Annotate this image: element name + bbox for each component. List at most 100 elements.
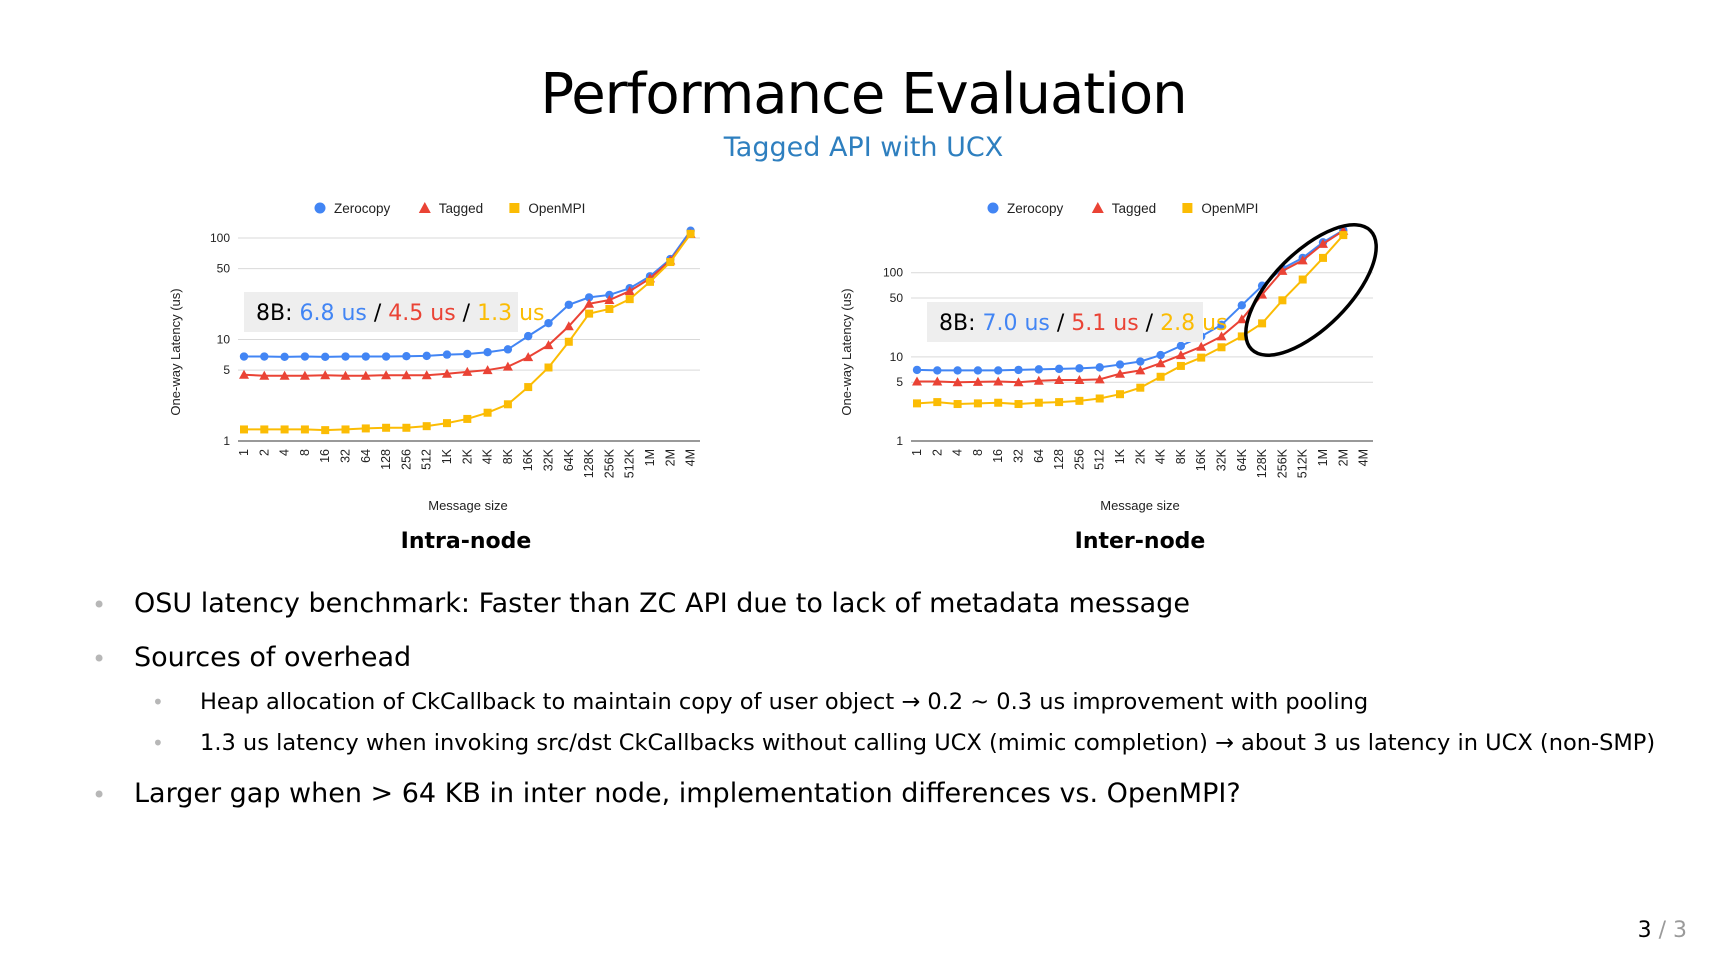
data-point: [360, 370, 371, 380]
data-point: [1156, 350, 1165, 360]
bullet-item-2: Sources of overhead: [134, 642, 412, 673]
x-tick-label: 8: [298, 449, 312, 456]
x-tick-label: 32K: [542, 448, 556, 471]
data-point: [1034, 365, 1043, 374]
data-point: [1175, 350, 1186, 360]
data-point: [524, 331, 533, 341]
x-tick-label: 16: [318, 449, 332, 463]
page-number: 3 / 3: [1638, 918, 1687, 943]
y-tick-label: 100: [210, 231, 230, 245]
data-point: [564, 300, 573, 309]
data-point: [1217, 320, 1226, 330]
legend-label: Zerocopy: [1007, 201, 1064, 216]
annotation-prefix: 8B:: [256, 301, 300, 326]
x-tick-label: 512K: [623, 448, 637, 478]
data-point: [1339, 231, 1348, 240]
data-point: [402, 351, 411, 361]
slide-title: Performance Evaluation: [540, 62, 1187, 127]
data-point: [341, 425, 350, 434]
data-point: [483, 347, 492, 357]
x-tick-label: 1K: [1113, 448, 1127, 464]
data-point: [300, 352, 310, 361]
annotation-box: [927, 302, 1203, 342]
data-point: [994, 398, 1003, 407]
data-point: [463, 349, 472, 359]
bullet-item-3: Larger gap when > 64 KB in inter node, i…: [134, 778, 1241, 809]
data-point: [1054, 364, 1064, 374]
x-tick-label: 256K: [1275, 448, 1289, 478]
data-point: [564, 337, 573, 346]
bullet-item-1: OSU latency benchmark: Faster than ZC AP…: [134, 588, 1190, 619]
data-point: [279, 370, 290, 380]
page-total: 3: [1673, 918, 1687, 943]
data-point: [1136, 357, 1145, 366]
data-point: [422, 351, 431, 361]
x-tick-label: 32K: [1215, 448, 1229, 471]
data-point: [1196, 341, 1207, 351]
data-point: [1116, 390, 1124, 399]
annotation-value: 7.0 us: [983, 311, 1050, 336]
data-point: [686, 229, 695, 238]
data-point: [524, 383, 533, 392]
data-point: [1034, 398, 1043, 407]
data-point: [443, 419, 451, 428]
data-point: [239, 369, 249, 379]
series-line-tagged: [917, 229, 1344, 384]
data-point: [994, 366, 1003, 375]
x-tick-label: 2M: [1336, 449, 1350, 466]
legend-marker: [987, 202, 999, 214]
x-tick-label: 1M: [1316, 449, 1330, 466]
x-tick-label: 16K: [1194, 448, 1208, 471]
data-point: [1176, 361, 1185, 370]
data-point: [953, 366, 962, 375]
x-tick-label: 256: [399, 449, 413, 470]
data-point: [240, 425, 248, 434]
data-point: [933, 366, 942, 375]
y-tick-label: 10: [217, 333, 231, 347]
x-tick-label: 8K: [1174, 448, 1188, 464]
annotation-value: 5.1 us: [1071, 311, 1138, 336]
x-tick-label: 2K: [1133, 448, 1147, 464]
y-tick-label: 100: [883, 266, 903, 280]
legend-marker: [1091, 202, 1104, 213]
x-tick-label: 64: [359, 449, 373, 463]
data-point: [381, 370, 392, 380]
data-point: [1278, 296, 1287, 305]
legend-marker: [314, 202, 326, 214]
y-tick-label: 50: [890, 291, 904, 305]
data-point: [260, 425, 269, 434]
data-point: [1135, 365, 1146, 375]
data-point: [483, 408, 492, 417]
x-tick-label: 4M: [1357, 449, 1371, 466]
data-point: [462, 366, 473, 376]
data-point: [932, 376, 943, 386]
data-point: [280, 425, 289, 434]
chart-caption: Inter-node: [1075, 529, 1206, 554]
data-point: [1014, 400, 1023, 409]
x-tick-label: 128K: [1255, 448, 1269, 478]
data-point: [1013, 377, 1024, 387]
x-tick-label: 64: [1032, 449, 1046, 463]
x-tick-label: 4: [278, 449, 292, 456]
annotation-box: [244, 292, 518, 332]
bullet-dot: •: [92, 645, 107, 673]
data-point: [666, 258, 675, 267]
x-tick-label: 4M: [684, 449, 698, 466]
data-point: [912, 376, 922, 386]
legend-label: Tagged: [439, 201, 483, 216]
data-point: [1095, 363, 1104, 372]
data-point: [953, 400, 962, 409]
legend-marker: [509, 203, 520, 213]
data-point: [584, 298, 595, 308]
x-tick-label: 256: [1072, 449, 1086, 470]
x-tick-label: 1: [910, 449, 924, 456]
x-tick-label: 32: [339, 449, 353, 463]
x-tick-label: 64K: [1235, 448, 1249, 471]
x-axis-label: Message size: [428, 498, 507, 513]
y-axis-label: One-way Latency (us): [839, 288, 854, 415]
data-point: [1197, 353, 1206, 362]
data-point: [1176, 341, 1186, 351]
data-point: [340, 370, 351, 380]
x-tick-label: 2: [930, 449, 944, 456]
